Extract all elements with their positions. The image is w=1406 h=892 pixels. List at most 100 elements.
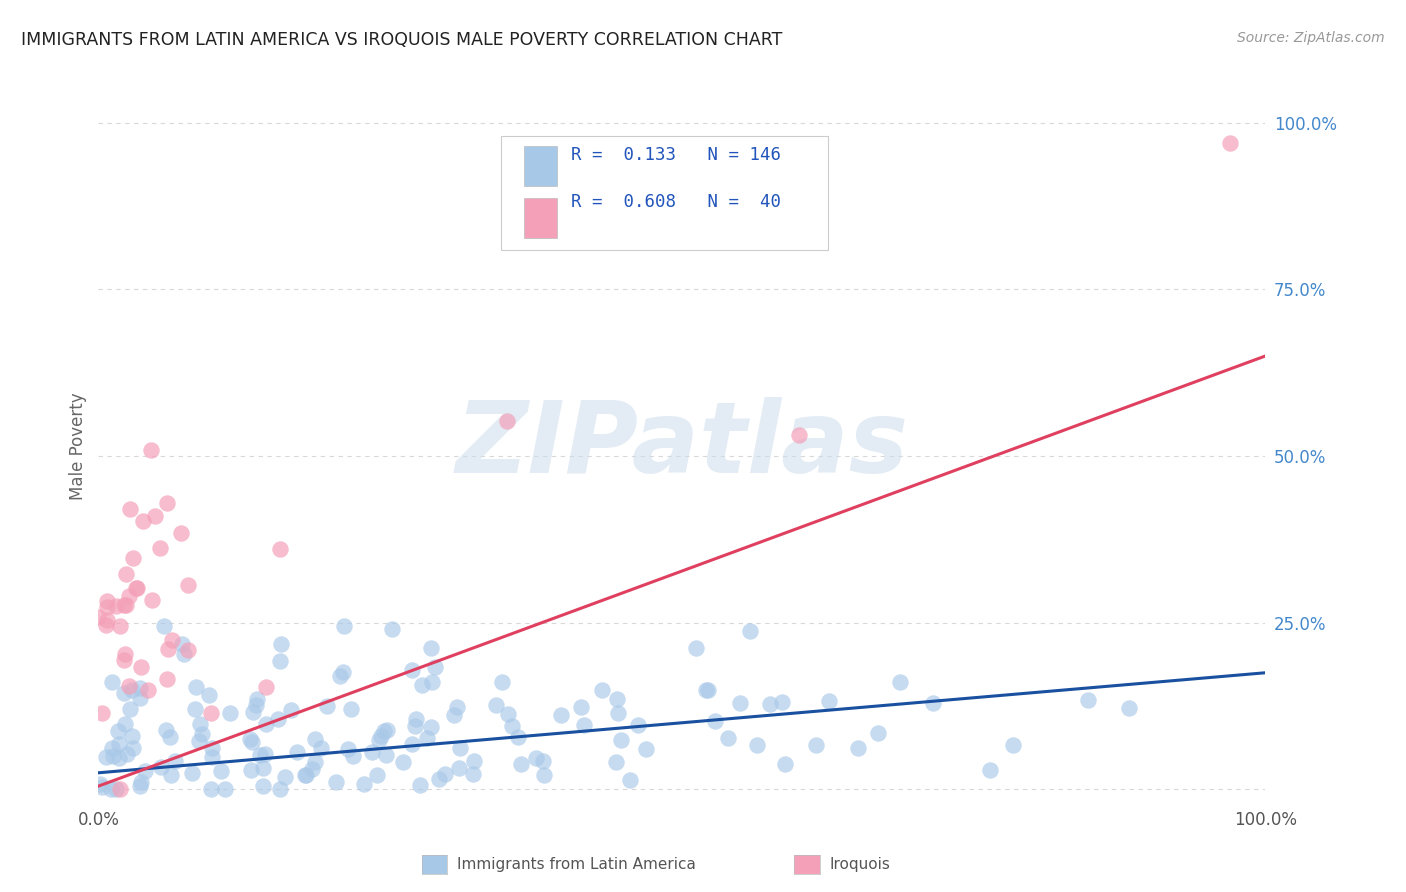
- Point: [333, 618, 356, 632]
- Point: [759, 697, 782, 711]
- Point: [118, 702, 141, 716]
- Point: [332, 665, 354, 679]
- Point: [353, 777, 375, 791]
- Point: [496, 414, 519, 428]
- Point: [325, 775, 347, 789]
- Point: [252, 779, 274, 793]
- Point: [156, 672, 179, 686]
- Point: [274, 770, 297, 784]
- Point: [100, 782, 122, 797]
- Point: [127, 581, 149, 595]
- Point: [337, 742, 360, 756]
- Point: [340, 702, 363, 716]
- Point: [411, 678, 433, 692]
- Point: [294, 768, 316, 782]
- Point: [391, 755, 413, 769]
- Point: [491, 675, 513, 690]
- Point: [498, 706, 520, 721]
- Point: [156, 496, 179, 510]
- Point: [267, 712, 290, 726]
- Point: [96, 594, 118, 608]
- Point: [249, 748, 271, 763]
- Text: Source: ZipAtlas.com: Source: ZipAtlas.com: [1237, 31, 1385, 45]
- Point: [114, 717, 136, 731]
- Point: [201, 740, 224, 755]
- Point: [775, 756, 797, 771]
- Point: [866, 726, 889, 740]
- Point: [107, 724, 129, 739]
- Point: [121, 730, 143, 744]
- Point: [606, 692, 628, 706]
- Point: [446, 700, 468, 714]
- Point: [1077, 693, 1099, 707]
- Point: [114, 567, 136, 582]
- Point: [508, 731, 530, 745]
- Point: [155, 723, 177, 737]
- Point: [201, 750, 224, 764]
- Point: [89, 777, 111, 791]
- Point: [91, 780, 114, 794]
- Point: [129, 660, 152, 674]
- Point: [704, 714, 727, 728]
- Point: [118, 679, 141, 693]
- Point: [177, 642, 200, 657]
- Text: ZIPatlas: ZIPatlas: [456, 398, 908, 494]
- Point: [181, 766, 204, 780]
- Point: [531, 755, 554, 769]
- Point: [889, 675, 911, 690]
- Point: [170, 637, 193, 651]
- Point: [501, 719, 523, 733]
- Point: [121, 682, 143, 697]
- Point: [524, 751, 547, 765]
- Point: [159, 731, 181, 745]
- Point: [304, 731, 326, 746]
- Point: [114, 599, 136, 613]
- Point: [115, 747, 138, 761]
- Point: [485, 698, 508, 713]
- Point: [416, 731, 439, 746]
- Point: [125, 582, 148, 596]
- Point: [112, 686, 135, 700]
- Point: [112, 598, 135, 612]
- Point: [240, 763, 263, 777]
- Point: [252, 761, 274, 775]
- Point: [447, 761, 470, 775]
- Point: [96, 614, 118, 628]
- Point: [1001, 738, 1024, 752]
- Point: [717, 731, 740, 746]
- Point: [100, 741, 122, 756]
- Point: [685, 641, 707, 656]
- Point: [200, 782, 222, 797]
- Point: [242, 706, 264, 720]
- Point: [285, 745, 308, 759]
- Point: [269, 542, 291, 557]
- Text: IMMIGRANTS FROM LATIN AMERICA VS IROQUOIS MALE POVERTY CORRELATION CHART: IMMIGRANTS FROM LATIN AMERICA VS IROQUOI…: [21, 31, 783, 49]
- Point: [550, 707, 572, 722]
- Point: [1219, 136, 1241, 150]
- Y-axis label: Male Poverty: Male Poverty: [69, 392, 87, 500]
- Point: [108, 737, 131, 751]
- Point: [443, 707, 465, 722]
- Point: [173, 647, 195, 661]
- Point: [533, 767, 555, 781]
- Point: [375, 747, 398, 762]
- Point: [149, 760, 172, 774]
- Point: [360, 746, 382, 760]
- Point: [634, 741, 657, 756]
- Point: [280, 703, 302, 717]
- Point: [269, 781, 291, 796]
- Point: [627, 717, 650, 731]
- Point: [463, 767, 485, 781]
- Point: [209, 764, 232, 779]
- Point: [122, 740, 145, 755]
- Point: [94, 618, 117, 632]
- Point: [304, 756, 326, 770]
- Point: [366, 768, 388, 782]
- Point: [728, 696, 751, 710]
- Point: [401, 663, 423, 677]
- Point: [449, 740, 471, 755]
- Point: [463, 754, 485, 768]
- Point: [619, 772, 641, 787]
- Point: [131, 774, 153, 789]
- Point: [157, 642, 180, 657]
